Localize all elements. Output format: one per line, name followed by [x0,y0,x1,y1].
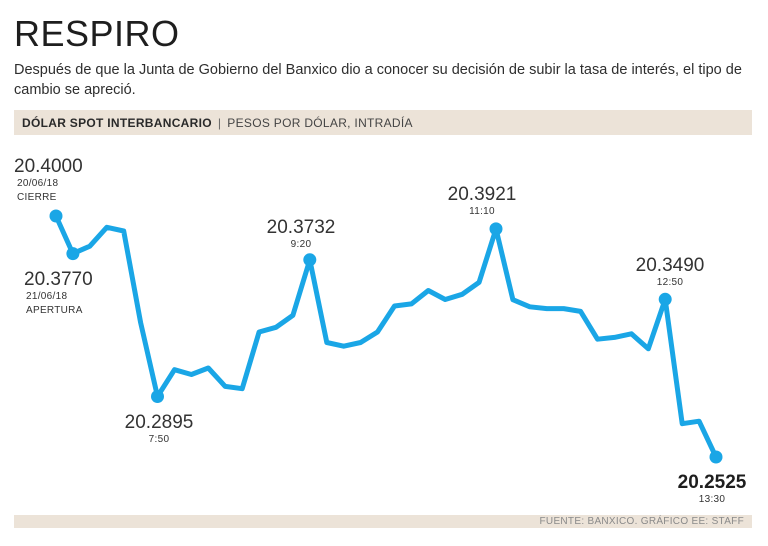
band-label: DÓLAR SPOT INTERBANCARIO [22,115,212,130]
data-label-detail: 21/06/18 [26,291,67,302]
data-point-marker [66,247,80,261]
data-label-value: 20.2525 [678,472,747,493]
data-point-marker [151,390,164,403]
chart-title: RESPIRO [14,13,180,54]
data-label-value: 20.3732 [267,217,336,238]
data-label-detail: 12:50 [657,277,684,288]
source-footer: FUENTE: BANXICO. GRÁFICO EE: STAFF [14,515,752,528]
data-label-value: 20.3490 [636,255,705,276]
data-label-detail: 9:20 [291,239,312,250]
chart-subtitle: Después de que la Junta de Gobierno del … [14,62,742,98]
data-label-value: 20.3770 [24,269,93,290]
data-label-value: 20.2895 [125,412,194,433]
data-point-marker [489,222,503,236]
data-label-detail: 7:50 [149,434,170,445]
chart-label-band: DÓLAR SPOT INTERBANCARIO | PESOS POR DÓL… [14,110,752,135]
series-line [53,213,719,460]
data-label-detail: 20/06/18 [17,178,58,189]
data-label-value: 20.3921 [448,184,517,205]
data-point-marker [709,450,723,464]
band-separator: | [217,115,222,130]
data-point-marker [303,253,317,267]
data-label-value: 20.4000 [14,156,83,177]
data-label-detail: 11:10 [469,206,495,217]
data-label-detail: 13:30 [699,494,726,505]
data-point-marker [658,292,672,306]
band-sublabel: PESOS POR DÓLAR, INTRADÍA [227,115,413,130]
data-point-marker [49,209,63,223]
data-label-detail: CIERRE [17,192,57,203]
data-label-detail: APERTURA [26,305,83,316]
source-text: FUENTE: BANXICO. GRÁFICO EE: STAFF [539,516,744,527]
